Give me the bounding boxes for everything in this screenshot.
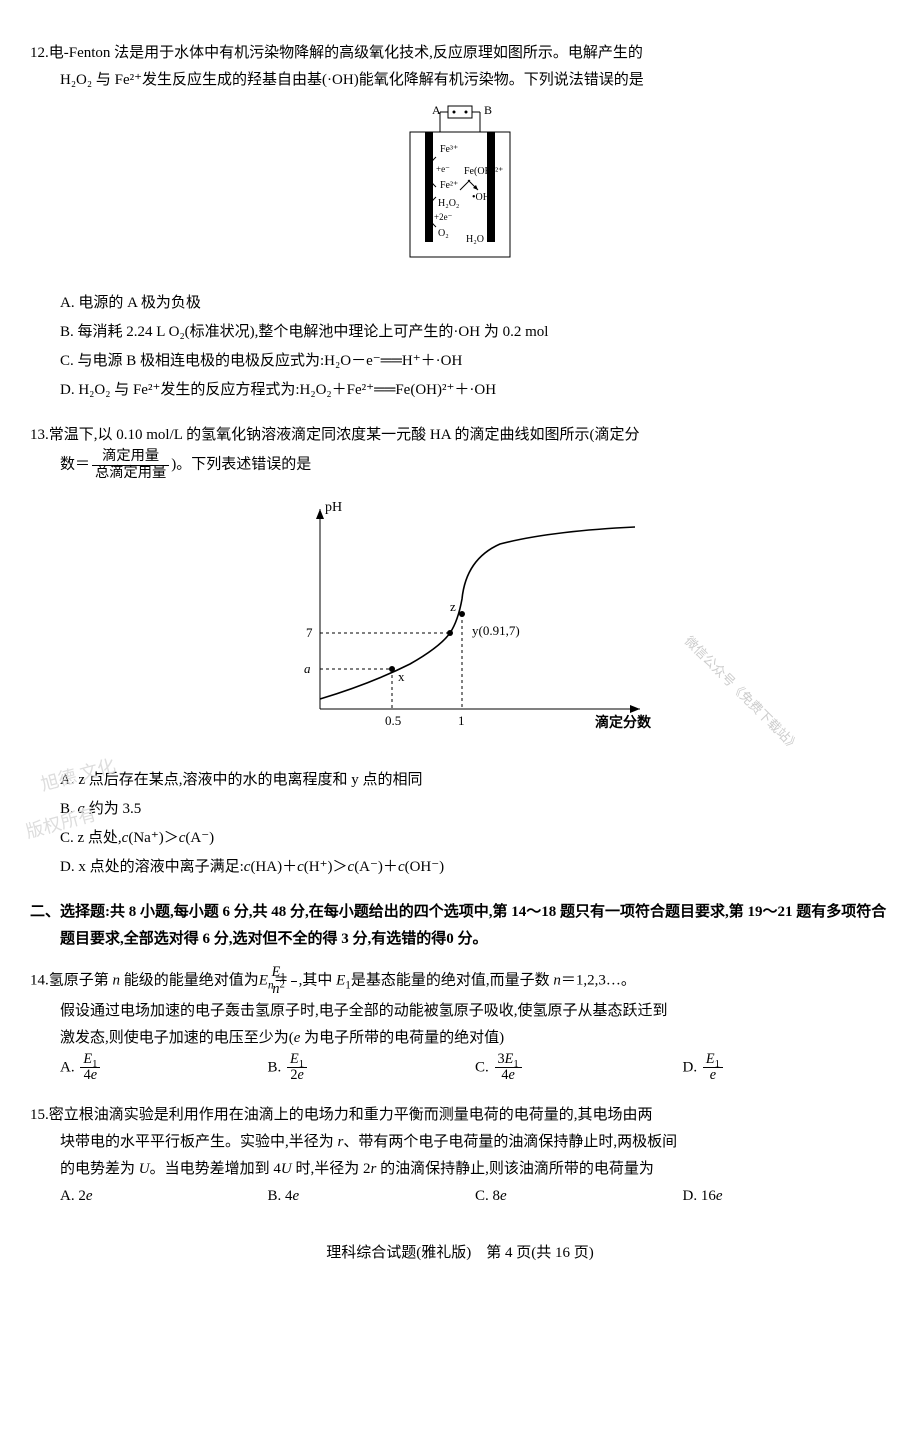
q15-choices: A. 2e B. 4e C. 8e D. 16e	[30, 1183, 890, 1210]
q12-stem-line2: H₂O₂ 与 Fe²⁺发生反应生成的羟基自由基(·OH)能氧化降解有机污染物。下…	[30, 67, 890, 94]
xtick-1: 1	[458, 713, 465, 728]
q13-stem1: 常温下,以 0.10 mol/L 的氢氧化钠溶液滴定同浓度某一元酸 HA 的滴定…	[49, 427, 640, 443]
q13-stem-line1: 13.常温下,以 0.10 mol/L 的氢氧化钠溶液滴定同浓度某一元酸 HA …	[30, 422, 890, 449]
pt-x: x	[398, 669, 405, 684]
q13-num: 13.	[30, 427, 49, 443]
question-15: 15.密立根油滴实验是利用作用在油滴上的电场力和重力平衡而测量电荷的电荷量的,其…	[30, 1102, 890, 1210]
q14-stem-line2: 假设通过电场加速的电子轰击氢原子时,电子全部的动能被氢原子吸收,使氢原子从基态跃…	[30, 998, 890, 1025]
q14-choice-B: B. E12e	[268, 1052, 476, 1084]
q12-diagram: A B Fe³⁺ +e⁻ Fe²⁺ H₂O₂ +2e⁻ O₂ Fe(OH)²⁺	[30, 102, 890, 282]
label-O2: O₂	[438, 228, 449, 239]
q13-fraction: 滴定用量总滴定用量	[92, 449, 169, 481]
q15-stem-line3: 的电势差为 U。当电势差增加到 4U 时,半径为 2r 的油滴保持静止,则该油滴…	[30, 1156, 890, 1183]
electrolysis-diagram: A B Fe³⁺ +e⁻ Fe²⁺ H₂O₂ +2e⁻ O₂ Fe(OH)²⁺	[370, 102, 550, 272]
q14-choices: A. E14e B. E12e C. 3E14e D. E1e	[30, 1052, 890, 1084]
q15-choice-C: C. 8e	[475, 1183, 683, 1210]
q15-num: 15.	[30, 1107, 49, 1123]
label-Fe2: Fe²⁺	[440, 180, 458, 191]
q13-frac-den: 总滴定用量	[92, 466, 169, 482]
q13-stem2-pre: 数＝	[60, 457, 90, 473]
q15-choice-D: D. 16e	[683, 1183, 891, 1210]
q12-choice-B: B. 每消耗 2.24 L O₂(标准状况),整个电解池中理论上可产生的·OH …	[60, 319, 890, 346]
label-Fe3: Fe³⁺	[440, 144, 458, 155]
label-H2O2: H₂O₂	[438, 198, 459, 209]
question-14: 14.氢原子第 n 能级的能量绝对值为En＝E1n2,其中 E1是基态能量的绝对…	[30, 965, 890, 1084]
question-12: 12.电-Fenton 法是用于水体中有机污染物降解的高级氧化技术,反应原理如图…	[30, 40, 890, 404]
q14-choice-D: D. E1e	[683, 1052, 891, 1084]
q15-choice-B: B. 4e	[268, 1183, 476, 1210]
ytick-7: 7	[306, 625, 313, 640]
q15-stem-line1: 15.密立根油滴实验是利用作用在油滴上的电场力和重力平衡而测量电荷的电荷量的,其…	[30, 1102, 890, 1129]
q14-stem-line1: 14.氢原子第 n 能级的能量绝对值为En＝E1n2,其中 E1是基态能量的绝对…	[30, 965, 890, 997]
label-OH: •OH	[472, 192, 490, 203]
label-H2O: H₂O	[466, 234, 484, 245]
label-FeOH: Fe(OH)²⁺	[464, 166, 503, 177]
q12-stem1: 电-Fenton 法是用于水体中有机污染物降解的高级氧化技术,反应原理如图所示。…	[49, 45, 643, 61]
xtick-05: 0.5	[385, 713, 401, 728]
xlabel: 滴定分数	[595, 714, 652, 731]
q15-choice-A: A. 2e	[60, 1183, 268, 1210]
q13-choice-B: B. a 约为 3.5	[60, 796, 890, 823]
question-13: 13.常温下,以 0.10 mol/L 的氢氧化钠溶液滴定同浓度某一元酸 HA …	[30, 422, 890, 881]
q13-choice-A: A. z 点后存在某点,溶液中的水的电离程度和 y 点的相同	[60, 767, 890, 794]
q12-choice-D: D. H₂O₂ 与 Fe²⁺发生的反应方程式为:H₂O₂＋Fe²⁺══Fe(OH…	[60, 377, 890, 404]
pt-z: z	[450, 599, 456, 614]
q13-frac-num: 滴定用量	[92, 449, 169, 466]
q14-frac: E1n2	[291, 965, 297, 997]
q13-stem2-post: )。下列表述错误的是	[171, 457, 311, 473]
q13-chart: pH 滴定分数 7 a 0.5 1 x y(0.91,7) z	[30, 489, 890, 759]
q13-choices: 旭德 文化 版权所有 A. z 点后存在某点,溶液中的水的电离程度和 y 点的相…	[30, 767, 890, 881]
label-A: A	[432, 103, 441, 117]
q13-choice-C: C. z 点处,c(Na⁺)＞c(A⁻)	[60, 825, 890, 852]
q12-stem-line1: 12.电-Fenton 法是用于水体中有机污染物降解的高级氧化技术,反应原理如图…	[30, 40, 890, 67]
titration-curve: pH 滴定分数 7 a 0.5 1 x y(0.91,7) z	[240, 489, 680, 749]
q13-stem-line2: 数＝滴定用量总滴定用量)。下列表述错误的是	[30, 449, 890, 481]
label-B: B	[484, 103, 492, 117]
q12-choice-A: A. 电源的 A 极为负极	[60, 290, 890, 317]
ylabel: pH	[325, 500, 342, 515]
q12-num: 12.	[30, 45, 49, 61]
ytick-a: a	[304, 661, 311, 676]
q14-choice-A: A. E14e	[60, 1052, 268, 1084]
q14-stem-line3: 激发态,则使电子加速的电压至少为(e 为电子所带的电荷量的绝对值)	[30, 1025, 890, 1052]
section-2-header: 二、选择题:共 8 小题,每小题 6 分,共 48 分,在每小题给出的四个选项中…	[30, 899, 890, 953]
q12-choices: A. 电源的 A 极为负极 B. 每消耗 2.24 L O₂(标准状况),整个电…	[30, 290, 890, 404]
q15-stem-line2: 块带电的水平平行板产生。实验中,半径为 r、带有两个电子电荷量的油滴保持静止时,…	[30, 1129, 890, 1156]
page-footer: 理科综合试题(雅礼版) 第 4 页(共 16 页)	[30, 1240, 890, 1267]
q13-choice-D: D. x 点处的溶液中离子满足:c(HA)＋c(H⁺)＞c(A⁻)＋c(OH⁻)	[60, 854, 890, 881]
label-e2: +2e⁻	[434, 212, 453, 222]
label-e1: +e⁻	[436, 164, 450, 174]
q12-choice-C: C. 与电源 B 极相连电极的电极反应式为:H₂O－e⁻══H⁺＋·OH	[60, 348, 890, 375]
pt-y: y(0.91,7)	[472, 623, 520, 638]
q14-num: 14.	[30, 973, 49, 989]
q14-choice-C: C. 3E14e	[475, 1052, 683, 1084]
